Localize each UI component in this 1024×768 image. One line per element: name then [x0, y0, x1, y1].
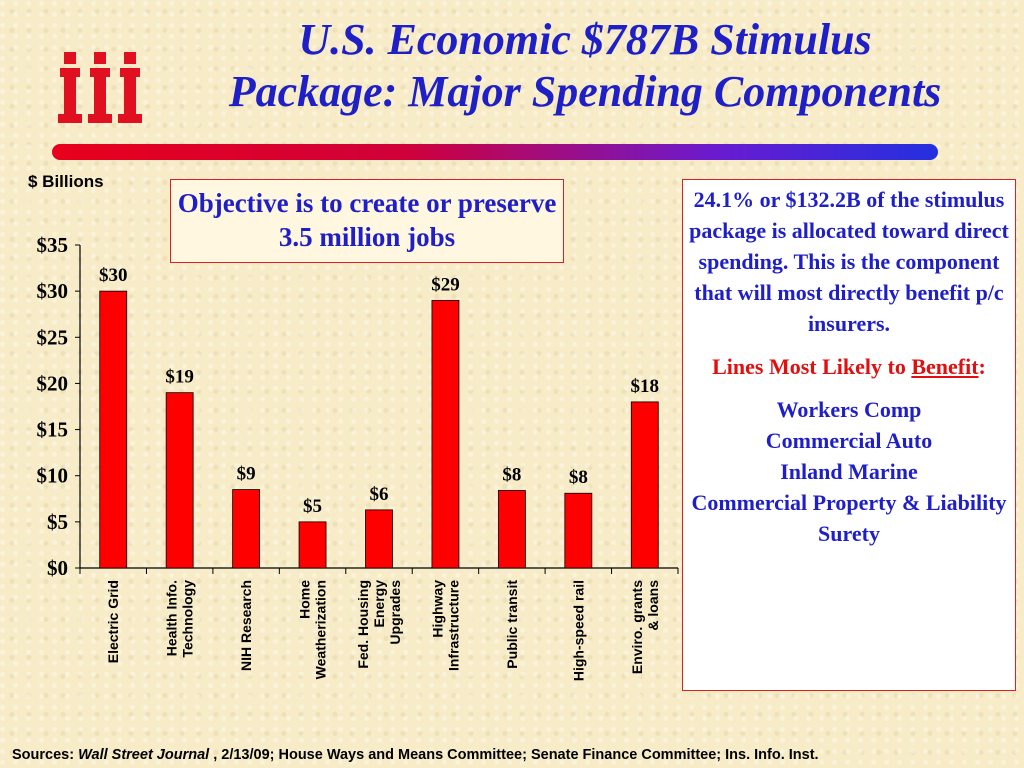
y-tick-label: $15	[37, 418, 69, 442]
x-category-label-line: & loans	[645, 580, 661, 631]
y-tick-label: $30	[37, 279, 69, 303]
lines-heading-benefit: Benefit	[911, 354, 979, 379]
y-tick-label: $0	[47, 556, 68, 580]
x-category-label-line: Weatherization	[313, 580, 329, 679]
lines-heading-prefix: Lines Most Likely to	[712, 354, 906, 379]
sources-rest: , 2/13/09; House Ways and Means Committe…	[209, 747, 819, 763]
iii-logo	[58, 52, 142, 123]
x-category-label-line: Health Info.	[164, 580, 180, 656]
x-category-label: High-speed rail	[570, 580, 586, 681]
spending-bar-chart: $0 $5 $10 $15 $20 $25 $30 $35 $30 Electric Grid $1…	[37, 233, 679, 681]
x-category-label: Home Weatherization	[297, 580, 329, 680]
page-title: U.S. Economic $787B Stimulus Package: Ma…	[150, 14, 1020, 118]
line-item: Commercial Auto	[765, 428, 933, 453]
x-category-label-line: Fed. Housing	[355, 580, 371, 669]
bar-value-label: $9	[237, 464, 256, 485]
x-category-label-line: Highway	[429, 580, 445, 638]
x-category-label-line: Home	[297, 580, 313, 619]
bar-8	[564, 492, 593, 569]
x-category-label-line: Technology	[180, 580, 196, 658]
title-underline-bar	[52, 144, 938, 160]
bar-7	[497, 490, 526, 569]
x-category-label-line: Electric Grid	[105, 580, 121, 663]
x-category-label-line: Upgrades	[387, 580, 403, 645]
bar-4	[298, 521, 327, 569]
bar-3	[232, 489, 261, 569]
bar-1	[99, 290, 128, 569]
y-tick-label: $10	[37, 464, 69, 488]
y-tick-label: $20	[37, 371, 69, 395]
direct-spending-intro: 24.1% or $132.2B of the stimulus package…	[689, 187, 1009, 336]
bar-value-label: $18	[631, 376, 660, 397]
sources-journal: Wall Street Journal	[78, 747, 210, 763]
x-category-label-line: High-speed rail	[570, 580, 586, 681]
x-category-label-line: Infrastructure	[445, 580, 461, 671]
x-category-label-line: NIH Research	[238, 580, 254, 671]
sources-footnote: Sources: Wall Street Journal , 2/13/09; …	[12, 747, 819, 763]
x-category-label: Public transit	[504, 580, 520, 669]
bar-value-label: $5	[303, 496, 322, 517]
line-item: Inland Marine	[780, 459, 918, 484]
x-category-label: Enviro. grants & loans	[629, 580, 661, 674]
title-line-1: U.S. Economic $787B Stimulus	[298, 15, 872, 64]
line-item: Workers Comp	[776, 397, 922, 422]
bar-value-label: $30	[99, 265, 128, 286]
bar-value-label: $8	[502, 464, 521, 485]
y-tick-label: $5	[47, 510, 68, 534]
lines-heading: Lines Most Likely to Benefit:	[689, 351, 1009, 382]
bar-value-label: $19	[165, 367, 194, 388]
x-category-label-line: Energy	[371, 580, 387, 628]
x-category-label: Fed. Housing Energy Upgrades	[355, 580, 403, 669]
bar-9	[630, 401, 659, 569]
line-item: Commercial Property & Liability	[691, 490, 1007, 515]
bar-value-label: $29	[431, 274, 460, 295]
x-category-label: Electric Grid	[105, 580, 121, 663]
bar-2	[165, 392, 194, 569]
objective-callout: Objective is to create or preserve 3.5 m…	[170, 179, 564, 263]
x-category-label-line: Public transit	[504, 580, 520, 669]
line-item: Surety	[818, 521, 880, 546]
x-category-label: NIH Research	[238, 580, 254, 671]
x-category-label-line: Enviro. grants	[629, 580, 645, 674]
bar-value-label: $8	[569, 467, 588, 488]
direct-spending-callout: 24.1% or $132.2B of the stimulus package…	[682, 179, 1016, 691]
bar-5	[365, 509, 393, 569]
lines-list: Workers Comp Commercial Auto Inland Mari…	[689, 394, 1009, 549]
bar-value-label: $6	[370, 484, 389, 505]
bar-6	[431, 299, 460, 569]
y-tick-label: $35	[37, 233, 69, 257]
sources-prefix: Sources:	[12, 747, 79, 763]
y-tick-label: $25	[37, 325, 69, 349]
units-label: $ Billions	[28, 172, 104, 191]
lines-heading-colon: :	[978, 354, 986, 379]
title-line-2: Package: Major Spending Components	[228, 67, 942, 116]
x-category-label: Health Info. Technology	[164, 580, 196, 658]
x-category-label: Highway Infrastructure	[429, 580, 461, 671]
